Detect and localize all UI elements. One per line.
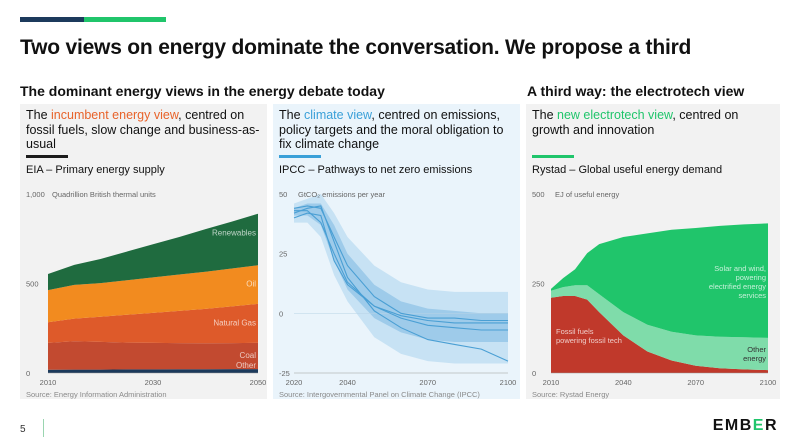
y-tick-label: 0 — [279, 309, 283, 318]
net-zero-pathways-chart: GtCO₂ emissions per year -25 0 25 50 2020 2040… — [279, 190, 517, 399]
x-tick-label: 2070 — [419, 378, 436, 387]
y-tick-label: 1,000 — [26, 190, 45, 199]
ember-logo[interactable]: EMBER — [712, 417, 778, 434]
series-label: Renewables — [212, 229, 256, 238]
axis-unit-label: EJ of useful energy — [555, 190, 619, 199]
climate-view-panel: The climate view, centred on emissions, … — [273, 104, 520, 399]
series-label: Fossil fuels powering fossil tech — [556, 327, 622, 345]
area-series-oil — [48, 265, 258, 323]
area-series-other — [48, 369, 258, 373]
series-label: Natural Gas — [213, 318, 256, 327]
area-series-natural-gas — [48, 303, 258, 344]
y-tick-label: -25 — [279, 369, 290, 378]
y-tick-label: 500 — [26, 280, 39, 289]
y-tick-label: 250 — [532, 280, 545, 289]
page-title: Two views on energy dominate the convers… — [20, 36, 692, 59]
panel-title: The climate view, centred on emissions, … — [279, 108, 504, 151]
panel-divider — [279, 155, 321, 158]
x-tick-label: 2020 — [286, 378, 303, 387]
series-label: Other energy — [743, 345, 766, 363]
y-tick-label: 50 — [279, 190, 287, 199]
panel-subtitle: IPCC – Pathways to net zero emissions — [279, 164, 473, 176]
x-tick-label: 2040 — [615, 378, 632, 387]
x-tick-label: 2040 — [339, 378, 356, 387]
panel-subtitle: Rystad – Global useful energy demand — [532, 164, 723, 176]
panel-title: The incumbent energy view, centred on fo… — [26, 108, 260, 151]
area-series-2 — [551, 285, 768, 371]
panel-subtitle: EIA – Primary energy supply — [26, 164, 165, 176]
y-tick-label: 25 — [279, 250, 287, 259]
series-label: Oil — [246, 280, 256, 289]
series-label: Other — [236, 361, 256, 370]
area-series-3 — [551, 223, 768, 338]
range-band-inner — [294, 203, 508, 342]
x-tick-label: 2010 — [40, 378, 57, 387]
electrotech-view-panel: The new electrotech view, centred on gro… — [526, 104, 780, 399]
panel-divider — [532, 155, 574, 158]
series-label: Coal — [240, 351, 257, 360]
area-series-coal — [48, 341, 258, 370]
source-note: Source: Energy Information Administratio… — [26, 390, 167, 399]
useful-energy-chart: Fossil fuels powering fossil tech Solar an… — [532, 190, 777, 399]
section-heading-third-way: A third way: the electrotech view — [527, 83, 745, 99]
section-heading-dominant: The dominant energy views in the energy … — [20, 83, 385, 99]
x-tick-label: 2050 — [250, 378, 267, 387]
x-tick-label: 2030 — [145, 378, 162, 387]
source-note: Source: Intergovernmental Panel on Clima… — [279, 390, 480, 399]
pathway-line-1 — [293, 205, 509, 362]
x-tick-label: 2010 — [543, 378, 560, 387]
y-tick-label: 0 — [26, 369, 30, 378]
source-note: Source: Rystad Energy — [532, 390, 609, 399]
area-series-1 — [551, 296, 768, 373]
brand-bar — [20, 17, 166, 22]
incumbent-view-panel: The incumbent energy view, centred on fo… — [20, 104, 267, 399]
axis-unit-label: Quadrillion British thermal units — [52, 190, 156, 199]
x-tick-label: 2100 — [500, 378, 517, 387]
panel-divider — [26, 155, 68, 158]
x-tick-label: 2100 — [760, 378, 777, 387]
y-tick-label: 500 — [532, 190, 545, 199]
area-series-renewables — [48, 213, 258, 291]
x-tick-label: 2070 — [687, 378, 704, 387]
y-tick-label: 0 — [532, 369, 536, 378]
panel-title: The new electrotech view, centred on gro… — [532, 108, 739, 137]
page-number: 5 — [20, 424, 26, 435]
footer-divider — [43, 419, 44, 437]
pathway-line-3 — [294, 210, 508, 324]
series-label: Solar and wind, powering electrified energ… — [709, 264, 766, 300]
axis-unit-label: GtCO₂ emissions per year — [298, 190, 386, 199]
pathway-line-4 — [293, 205, 508, 322]
